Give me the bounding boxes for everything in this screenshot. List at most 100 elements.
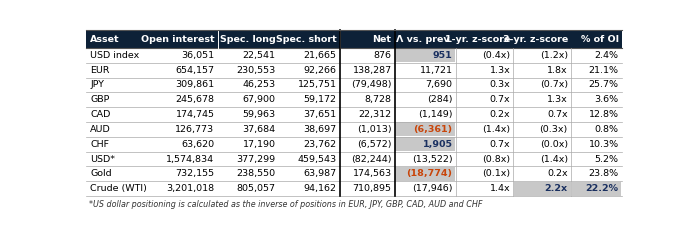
Text: 10.3%: 10.3% [589,140,618,149]
Text: 174,563: 174,563 [352,169,392,178]
Text: 59,172: 59,172 [303,95,337,104]
Text: *US dollar positioning is calculated as the inverse of positions in EUR, JPY, GB: *US dollar positioning is calculated as … [88,201,482,210]
Text: (6,572): (6,572) [357,140,392,149]
Text: 7,690: 7,690 [426,81,453,89]
Text: 377,299: 377,299 [236,155,276,163]
Text: 25.7%: 25.7% [589,81,618,89]
Text: EUR: EUR [90,66,110,75]
Text: (1.4x): (1.4x) [482,125,510,134]
Text: (0.1x): (0.1x) [482,169,510,178]
Text: 23.8%: 23.8% [589,169,618,178]
Text: Spec. short: Spec. short [276,35,337,44]
Text: 37,684: 37,684 [243,125,276,134]
Text: 230,553: 230,553 [236,66,276,75]
Text: (1,013): (1,013) [357,125,392,134]
Text: (18,774): (18,774) [406,169,453,178]
Text: 0.7x: 0.7x [547,110,568,119]
Text: 3-yr. z-score: 3-yr. z-score [502,35,568,44]
Text: 0.3x: 0.3x [489,81,510,89]
Text: (1,149): (1,149) [418,110,453,119]
Text: 238,550: 238,550 [236,169,276,178]
Text: Gold: Gold [90,169,112,178]
Text: (82,244): (82,244) [351,155,392,163]
Text: (13,522): (13,522) [412,155,453,163]
Text: 710,895: 710,895 [352,184,392,193]
Text: 2.2x: 2.2x [545,184,568,193]
Text: 8,728: 8,728 [365,95,392,104]
Bar [395,167,455,181]
Text: 22.2%: 22.2% [586,184,618,193]
Text: 12.8%: 12.8% [589,110,618,119]
Text: 1.3x: 1.3x [489,66,510,75]
Text: GBP: GBP [90,95,109,104]
Text: 21.1%: 21.1% [589,66,618,75]
Text: 125,751: 125,751 [298,81,337,89]
Bar [395,48,455,62]
Text: CHF: CHF [90,140,109,149]
Text: (17,946): (17,946) [412,184,453,193]
Text: 63,987: 63,987 [303,169,337,178]
Text: 38,697: 38,697 [303,125,337,134]
Text: (284): (284) [427,95,453,104]
Text: 63,620: 63,620 [181,140,214,149]
Text: 46,253: 46,253 [243,81,276,89]
Bar [86,30,622,48]
Text: 94,162: 94,162 [303,184,337,193]
Text: (6,361): (6,361) [413,125,453,134]
Text: 126,773: 126,773 [176,125,214,134]
Text: USD index: USD index [90,51,140,60]
Text: 5.2%: 5.2% [595,155,618,163]
Text: USD*: USD* [90,155,115,163]
Text: 23,762: 23,762 [303,140,337,149]
Text: (79,498): (79,498) [351,81,392,89]
Text: 0.2x: 0.2x [490,110,510,119]
Text: 21,665: 21,665 [303,51,337,60]
Text: Asset: Asset [90,35,120,44]
Text: 951: 951 [433,51,453,60]
Text: (0.4x): (0.4x) [482,51,510,60]
Text: Net: Net [372,35,392,44]
Text: Crude (WTI): Crude (WTI) [90,184,147,193]
Bar [395,137,455,151]
Text: 3.6%: 3.6% [594,95,618,104]
Text: (0.3x): (0.3x) [540,125,568,134]
Text: 0.7x: 0.7x [490,140,510,149]
Text: 0.8%: 0.8% [595,125,618,134]
Text: 1-yr. z-score: 1-yr. z-score [445,35,510,44]
Text: 876: 876 [374,51,392,60]
Text: (0.8x): (0.8x) [482,155,510,163]
Text: (0.7x): (0.7x) [540,81,568,89]
Text: 805,057: 805,057 [236,184,276,193]
Text: 0.7x: 0.7x [490,95,510,104]
Text: JPY: JPY [90,81,104,89]
Text: Λ vs. prev.: Λ vs. prev. [396,35,453,44]
Text: (1.4x): (1.4x) [540,155,568,163]
Text: 1,905: 1,905 [423,140,453,149]
Text: Spec. long: Spec. long [220,35,276,44]
Text: 59,963: 59,963 [243,110,276,119]
Text: 11,721: 11,721 [419,66,453,75]
Text: 732,155: 732,155 [176,169,214,178]
Text: 22,541: 22,541 [243,51,276,60]
Text: 3,201,018: 3,201,018 [167,184,214,193]
Text: 309,861: 309,861 [176,81,214,89]
Bar [395,122,455,136]
Text: 174,745: 174,745 [176,110,214,119]
Text: 459,543: 459,543 [297,155,337,163]
Text: CAD: CAD [90,110,111,119]
Text: 1.8x: 1.8x [547,66,568,75]
Bar [514,182,571,196]
Text: Open interest: Open interest [141,35,214,44]
Text: 2.4%: 2.4% [595,51,618,60]
Text: 67,900: 67,900 [243,95,276,104]
Text: (0.0x): (0.0x) [540,140,568,149]
Text: 1.3x: 1.3x [547,95,568,104]
Text: 0.2x: 0.2x [547,169,568,178]
Text: (1.2x): (1.2x) [540,51,568,60]
Text: 22,312: 22,312 [359,110,392,119]
Text: 1,574,834: 1,574,834 [167,155,214,163]
Text: 17,190: 17,190 [243,140,276,149]
Text: 36,051: 36,051 [181,51,214,60]
Text: 654,157: 654,157 [176,66,214,75]
Text: 1.4x: 1.4x [490,184,510,193]
